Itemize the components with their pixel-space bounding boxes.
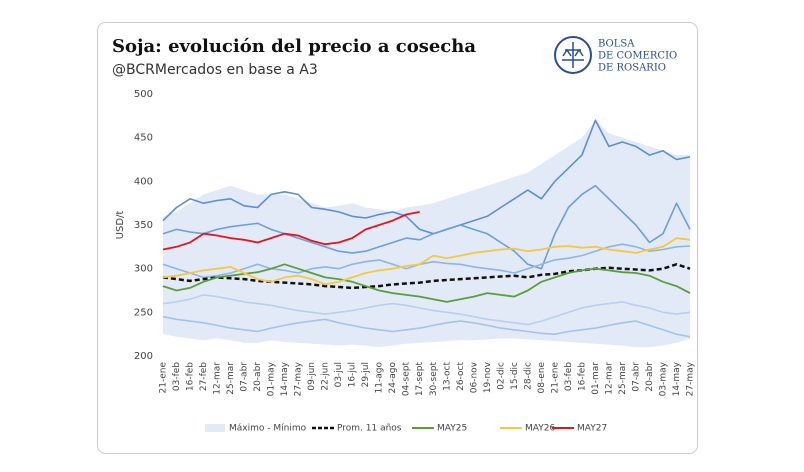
x-tick-label: 03-may (658, 361, 668, 396)
x-tick-label: 12-mar (604, 362, 614, 395)
series-line (162, 263, 691, 303)
legend-label: MAY25 (437, 424, 467, 434)
x-tick-label: 15-dic (510, 362, 520, 390)
x-tick-label: 03-jul (334, 362, 344, 387)
legend-label: Máximo - Mínimo (229, 424, 307, 434)
x-tick-label: 25-mar (226, 362, 236, 395)
x-tick-label: 29-jul (361, 362, 371, 387)
history-line (162, 294, 691, 326)
x-tick-label: 12-mar (213, 362, 223, 395)
chart-subtitle: @BCRMercados en base a A3 (112, 62, 318, 78)
legend-label: MAY26 (525, 424, 555, 434)
x-tick-label: 03-feb (172, 362, 182, 391)
y-tick-label: 450 (134, 133, 153, 144)
x-tick-label: 01-mar (591, 362, 601, 395)
x-tick-label: 20-abr (253, 362, 263, 392)
x-tick-label: 27-may (294, 361, 304, 396)
series-line (162, 211, 420, 251)
history-line (162, 184, 691, 270)
x-tick-label: 13-oct (442, 362, 452, 391)
x-tick-label: 04-sept (402, 362, 412, 397)
x-tick-label: 25-mar (618, 362, 628, 395)
y-tick-label: 400 (134, 176, 153, 187)
x-tick-label: 11-ago (375, 362, 385, 394)
history-line (162, 315, 691, 338)
y-tick-label: 250 (134, 307, 153, 318)
series-line (162, 263, 691, 290)
x-tick-label: 27-may (686, 361, 696, 396)
x-tick-label: 14-may (280, 361, 290, 396)
history-line (162, 119, 691, 235)
logo-text: DE ROSARIO (598, 63, 666, 74)
x-tick-label: 16-feb (577, 362, 587, 391)
y-tick-label: 200 (134, 351, 153, 362)
legend-label: Prom. 11 años (337, 424, 402, 434)
x-tick-label: 03-feb (564, 362, 574, 391)
x-tick-label: 07-abr (240, 362, 250, 392)
x-tick-label: 27-feb (199, 362, 209, 391)
x-tick-label: 21-ene (159, 362, 169, 394)
legend-swatch (205, 424, 225, 432)
logo-text: DE COMERCIO (598, 51, 677, 62)
x-tick-label: 17-sept (415, 362, 425, 397)
legend-label: MAY27 (577, 424, 607, 434)
x-tick-label: 30-sept (429, 362, 439, 397)
x-tick-label: 08-ene (537, 362, 547, 394)
x-tick-label: 01-may (267, 361, 277, 396)
chart-title: Soja: evolución del precio a cosecha (112, 36, 476, 57)
y-axis-label: USD/t (115, 211, 126, 240)
x-tick-label: 20-abr (645, 362, 655, 392)
x-tick-label: 21-ene (550, 362, 560, 394)
y-tick-label: 350 (134, 220, 153, 231)
x-tick-label: 14-may (672, 361, 682, 396)
x-tick-label: 22-jun (321, 362, 331, 391)
x-tick-label: 28-dic (523, 362, 533, 390)
x-tick-label: 09-jun (307, 362, 317, 391)
x-tick-label: 07-abr (631, 362, 641, 392)
x-tick-label: 16-jul (348, 362, 358, 387)
logo-emblem (554, 36, 592, 74)
x-tick-label: 02-dic (496, 362, 506, 390)
series-line (162, 237, 691, 286)
x-tick-label: 26-oct (456, 362, 466, 391)
x-tick-label: 24-ago (388, 362, 398, 394)
x-tick-label: 06-nov (469, 361, 479, 393)
x-tick-label: 16-feb (186, 362, 196, 391)
logo-scale (562, 42, 584, 68)
y-tick-label: 500 (134, 89, 153, 100)
logo-text: BOLSA (598, 39, 635, 50)
x-tick-label: 19-nov (483, 361, 493, 393)
y-tick-label: 300 (134, 264, 153, 275)
logo: BOLSA DE COMERCIO DE ROSARIO (554, 36, 677, 74)
